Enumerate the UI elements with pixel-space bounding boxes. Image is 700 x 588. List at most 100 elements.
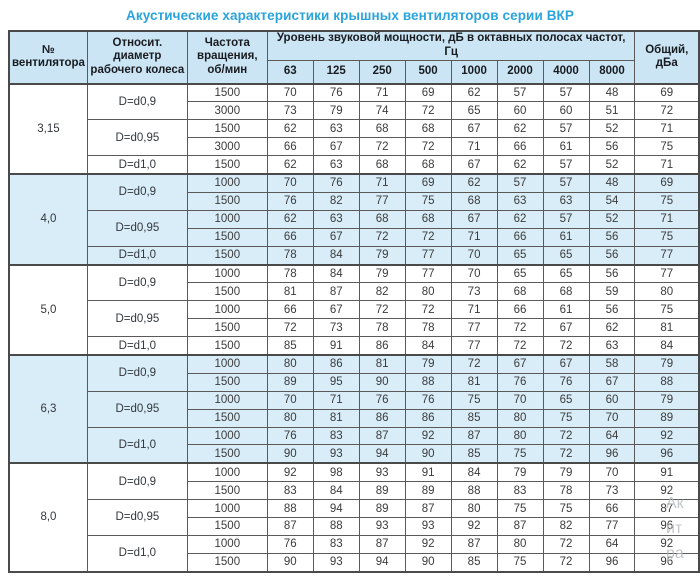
- level-cell-125hz: 67: [312, 227, 360, 247]
- level-cell-4000hz: 72: [542, 552, 590, 573]
- level-cell-250hz: 86: [358, 408, 406, 428]
- rpm-cell: 1500: [186, 336, 268, 356]
- level-cell-8000hz: 52: [588, 155, 636, 175]
- level-cell-8000hz: 63: [588, 336, 636, 356]
- level-cell-63hz: 66: [266, 227, 314, 247]
- level-cell-63hz: 78: [266, 245, 314, 266]
- level-cell-4000hz: 76: [542, 372, 590, 392]
- level-cell-4000hz: 72: [542, 534, 590, 554]
- total-dba-cell: 88: [634, 372, 700, 392]
- level-cell-1000hz: 87: [450, 426, 498, 446]
- rpm-cell: 1500: [186, 552, 268, 573]
- level-cell-1000hz: 85: [450, 444, 498, 464]
- total-dba-cell: 89: [634, 408, 700, 428]
- level-cell-8000hz: 64: [588, 426, 636, 446]
- col-header-sound-power-group: Уровень звуковой мощности, дБ в октавных…: [266, 30, 636, 61]
- level-cell-2000hz: 70: [496, 390, 544, 410]
- level-cell-8000hz: 96: [588, 444, 636, 464]
- level-cell-4000hz: 61: [542, 300, 590, 320]
- level-cell-8000hz: 56: [588, 263, 636, 284]
- diameter-cell: D=d0,95: [86, 209, 188, 247]
- level-cell-63hz: 85: [266, 336, 314, 356]
- total-dba-cell: 91: [634, 462, 700, 483]
- col-header-diameter: Относит. диаметр рабочего колеса: [86, 30, 188, 85]
- level-cell-63hz: 81: [266, 282, 314, 302]
- level-cell-63hz: 76: [266, 534, 314, 554]
- level-cell-2000hz: 68: [496, 282, 544, 302]
- table-row: D=d0,95 1500 62 63 68 68 67 62 57 52 71: [9, 119, 700, 157]
- rpm-cell: 1000: [186, 462, 268, 483]
- level-cell-1000hz: 67: [450, 119, 498, 139]
- diameter-cell: D=d0,9: [86, 263, 188, 302]
- level-cell-1000hz: 92: [450, 516, 498, 536]
- fan-number-cell: 8,0: [8, 462, 88, 573]
- total-dba-cell: 80: [634, 282, 700, 302]
- level-cell-125hz: 84: [312, 263, 360, 284]
- rpm-cell: 1500: [186, 227, 268, 247]
- level-cell-8000hz: 73: [588, 481, 636, 501]
- level-cell-250hz: 89: [358, 481, 406, 501]
- level-cell-500hz: 93: [404, 516, 452, 536]
- rpm-cell: 1500: [186, 318, 268, 338]
- fan-number-cell: 3,15: [8, 82, 88, 175]
- col-header-freq-4000: 4000: [542, 59, 590, 85]
- page-title: Акустические характеристики крышных вент…: [125, 8, 574, 23]
- level-cell-2000hz: 75: [496, 444, 544, 464]
- level-cell-125hz: 82: [312, 191, 360, 211]
- col-header-freq-2000: 2000: [496, 59, 544, 85]
- level-cell-500hz: 87: [404, 499, 452, 518]
- level-cell-63hz: 73: [266, 101, 314, 121]
- col-header-total-dba: Общий, дБа: [634, 30, 700, 85]
- level-cell-125hz: 67: [312, 300, 360, 320]
- total-dba-cell: 96: [634, 552, 700, 573]
- level-cell-2000hz: 72: [496, 336, 544, 356]
- level-cell-8000hz: 48: [588, 82, 636, 103]
- level-cell-1000hz: 77: [450, 318, 498, 338]
- level-cell-8000hz: 59: [588, 282, 636, 302]
- level-cell-250hz: 81: [358, 353, 406, 374]
- total-dba-cell: 77: [634, 245, 700, 266]
- table-row: D=d1,0 1000 76 83 87 92 87 80 72 64 92: [9, 426, 700, 464]
- level-cell-4000hz: 57: [542, 119, 590, 139]
- col-header-freq-63: 63: [266, 59, 314, 85]
- table-row: D=d0,95 1000 66 67 72 72 71 66 61 56 75: [9, 300, 700, 338]
- table-row: D=d1,0 1000 76 83 87 92 87 80 72 64 92: [9, 534, 700, 573]
- level-cell-500hz: 78: [404, 318, 452, 338]
- catalog-page: Акустические характеристики крышных вент…: [0, 8, 700, 573]
- table-row: 1500 76 82 77 75 68 63 63 54 75: [9, 191, 700, 211]
- level-cell-500hz: 68: [404, 209, 452, 229]
- level-cell-8000hz: 60: [588, 390, 636, 410]
- level-cell-250hz: 77: [358, 191, 406, 211]
- level-cell-4000hz: 63: [542, 191, 590, 211]
- level-cell-4000hz: 72: [542, 336, 590, 356]
- level-cell-4000hz: 67: [542, 353, 590, 374]
- table-row: 8,0 D=d0,9 1000 92 98 93 91 84 79 79 70 91: [8, 462, 700, 573]
- level-cell-250hz: 93: [358, 462, 406, 483]
- level-cell-2000hz: 65: [496, 245, 544, 266]
- level-cell-4000hz: 72: [542, 444, 590, 464]
- table-row: 4,0 D=d0,9 1000 70 76 71 69 62 57 57 48 69: [8, 173, 700, 266]
- total-dba-cell: 84: [634, 336, 700, 356]
- level-cell-2000hz: 72: [496, 318, 544, 338]
- level-cell-1000hz: 68: [450, 191, 498, 211]
- level-cell-250hz: 89: [358, 499, 406, 518]
- level-cell-63hz: 89: [266, 372, 314, 392]
- total-dba-cell: 69: [634, 82, 700, 103]
- level-cell-2000hz: 62: [496, 209, 544, 229]
- level-cell-8000hz: 77: [588, 516, 636, 536]
- level-cell-125hz: 84: [312, 481, 360, 501]
- diameter-cell: D=d0,9: [86, 462, 188, 501]
- total-dba-cell: 92: [634, 481, 700, 501]
- level-cell-4000hz: 60: [542, 101, 590, 121]
- rpm-cell: 1500: [186, 282, 268, 302]
- level-cell-250hz: 90: [358, 372, 406, 392]
- level-cell-4000hz: 61: [542, 227, 590, 247]
- rpm-cell: 1500: [186, 245, 268, 266]
- level-cell-63hz: 76: [266, 426, 314, 446]
- level-cell-8000hz: 70: [588, 408, 636, 428]
- table-row: 5,0 D=d0,9 1000 78 84 79 77 70 65 65 56 77: [8, 263, 700, 356]
- level-cell-125hz: 73: [312, 318, 360, 338]
- level-cell-250hz: 71: [358, 173, 406, 193]
- rpm-cell: 1500: [186, 372, 268, 392]
- total-dba-cell: 75: [634, 137, 700, 157]
